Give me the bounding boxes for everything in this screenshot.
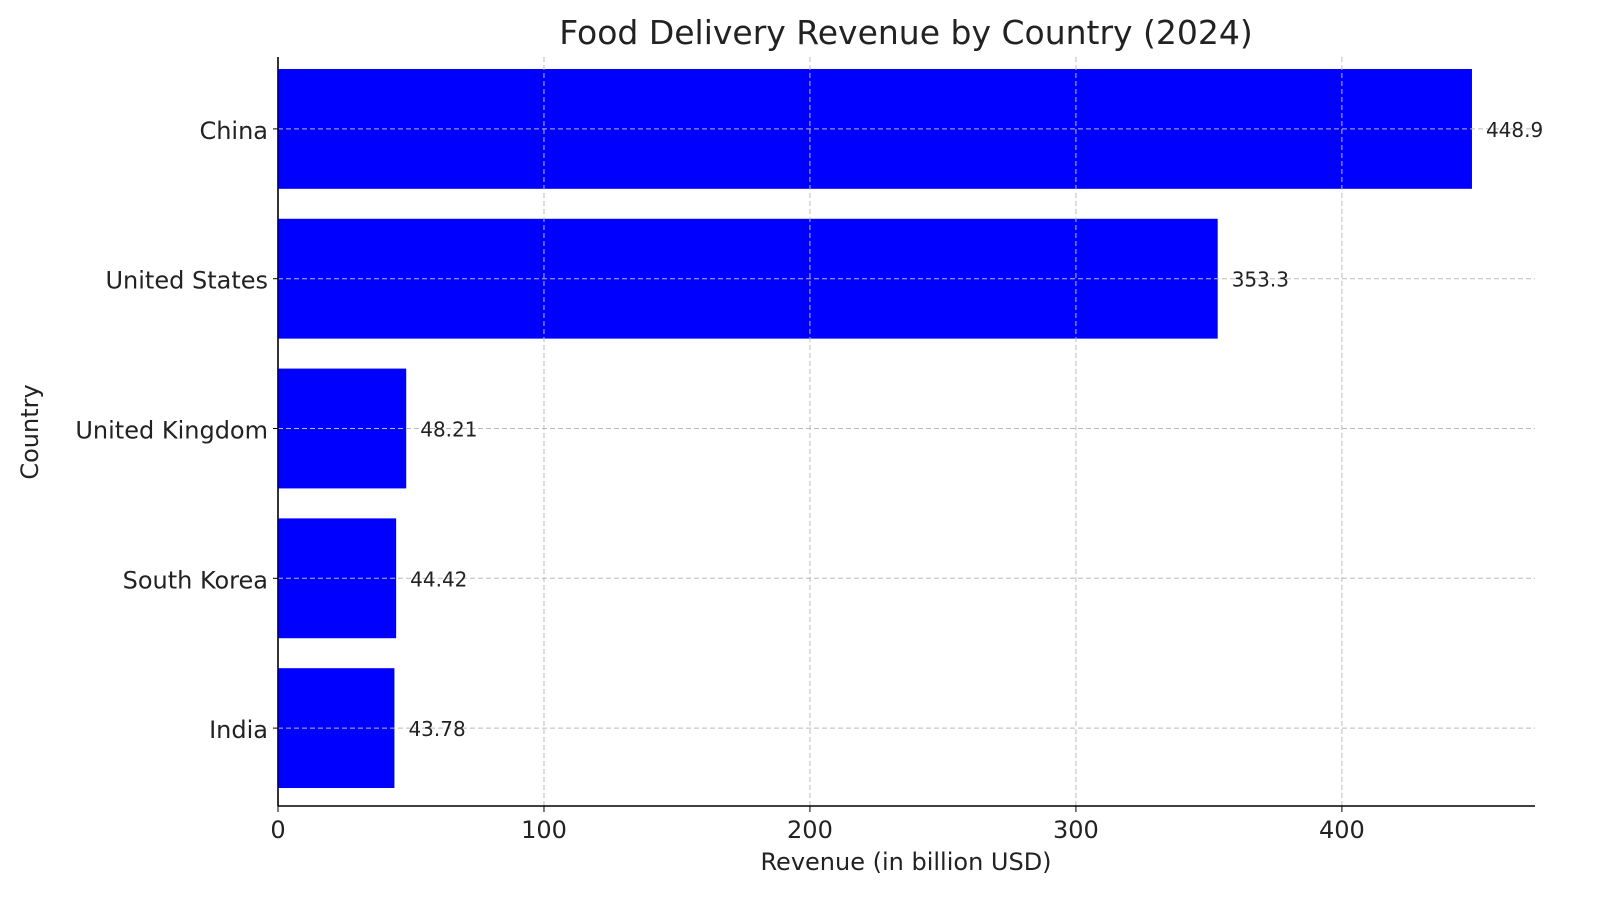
x-tick-label: 400 — [1319, 816, 1365, 844]
x-tick-label: 100 — [521, 816, 567, 844]
x-tick-label: 0 — [270, 816, 285, 844]
data-label: 448.9 — [1486, 118, 1543, 142]
y-tick-label: China — [199, 117, 268, 145]
chart-title: Food Delivery Revenue by Country (2024) — [559, 13, 1253, 52]
ticks: China United States United Kingdom South Ko… — [75, 117, 1364, 844]
y-tick-label: United States — [105, 267, 268, 295]
data-label: 353.3 — [1232, 268, 1289, 292]
y-tick-label: United Kingdom — [75, 417, 268, 445]
x-tick-label: 300 — [1053, 816, 1099, 844]
data-label: 44.42 — [410, 567, 467, 591]
data-labels: 448.9 353.3 48.21 44.42 43.78 — [408, 118, 1543, 741]
data-label: 48.21 — [420, 418, 477, 442]
x-tick-label: 200 — [787, 816, 833, 844]
y-axis-label: Country — [16, 384, 44, 479]
data-label: 43.78 — [408, 717, 465, 741]
grid-overlay — [278, 57, 1535, 806]
y-tick-label: India — [209, 716, 268, 744]
x-axis-label: Revenue (in billion USD) — [760, 848, 1051, 876]
y-tick-label: South Korea — [123, 566, 268, 594]
